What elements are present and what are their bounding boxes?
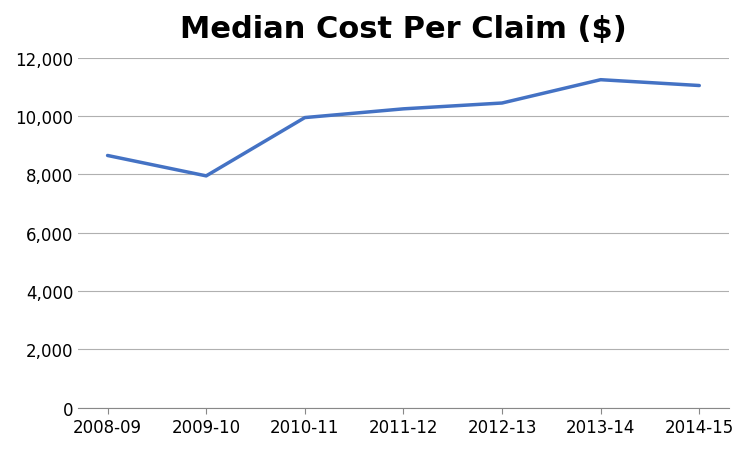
Title: Median Cost Per Claim ($): Median Cost Per Claim ($) bbox=[180, 15, 627, 44]
